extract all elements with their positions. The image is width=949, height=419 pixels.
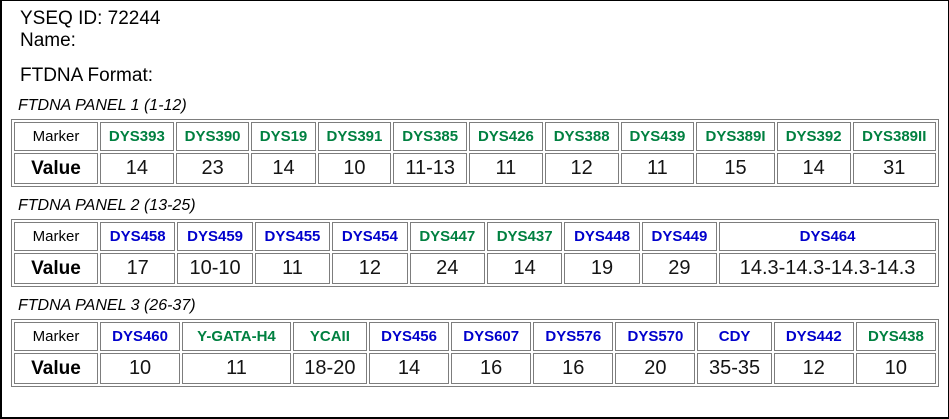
marker-name: DYS389II (852, 122, 936, 151)
marker-name: DYS393 (100, 122, 174, 151)
marker-value: 14 (100, 153, 174, 184)
panels-container: FTDNA PANEL 1 (1-12) Marker DYS393 DYS390 DY… (11, 97, 939, 387)
marker-name: CDY (697, 322, 772, 351)
marker-value: 17 (100, 253, 176, 284)
marker-table: Marker DYS460 Y-GATA-H4 YCAII DYS456 DYS607 DY… (11, 319, 939, 387)
panel-title: FTDNA PANEL 3 (26-37) (18, 297, 196, 314)
panel-title: FTDNA PANEL 2 (13-25) (18, 197, 196, 214)
marker-name: DYS607 (451, 322, 532, 351)
marker-value: 31 (852, 153, 936, 184)
marker-value: 11 (254, 253, 331, 284)
marker-name: DYS456 (368, 322, 450, 351)
marker-name: DYS570 (615, 322, 696, 351)
marker-value: 14 (368, 353, 450, 384)
marker-row-label: Marker (14, 122, 98, 151)
marker-value: 15 (696, 153, 775, 184)
marker-name: DYS388 (544, 122, 619, 151)
marker-name: DYS576 (533, 322, 614, 351)
marker-name: DYS458 (100, 222, 176, 251)
marker-value: 14 (776, 153, 851, 184)
marker-value: 11 (182, 353, 291, 384)
marker-value: 16 (451, 353, 532, 384)
marker-name: DYS392 (776, 122, 851, 151)
marker-name: DYS447 (409, 222, 485, 251)
marker-table: Marker DYS393 DYS390 DYS19 DYS391 DYS385 DYS42… (11, 119, 939, 187)
value-row-label: Value (14, 153, 98, 184)
panel-title: FTDNA PANEL 1 (1-12) (18, 97, 187, 114)
marker-name: DYS442 (773, 322, 854, 351)
marker-value: 19 (564, 253, 640, 284)
name-line: Name: (20, 30, 76, 51)
marker-name: DYS460 (100, 322, 181, 351)
yseq-id-line: YSEQ ID: 72244 (20, 8, 161, 29)
marker-name: DYS19 (251, 122, 316, 151)
marker-name: DYS454 (332, 222, 408, 251)
marker-value: 10 (317, 153, 392, 184)
marker-value: 11 (620, 153, 695, 184)
marker-name: DYS389I (696, 122, 775, 151)
marker-row-label: Marker (14, 222, 98, 251)
marker-name: DYS390 (175, 122, 250, 151)
marker-name: DYS464 (719, 222, 936, 251)
marker-value: 10 (855, 353, 936, 384)
marker-name: Y-GATA-H4 (182, 322, 291, 351)
marker-name: DYS449 (641, 222, 718, 251)
marker-value: 11-13 (393, 153, 468, 184)
marker-row-label: Marker (14, 322, 98, 351)
marker-value: 14.3-14.3-14.3-14.3 (719, 253, 936, 284)
marker-value: 10 (100, 353, 181, 384)
value-row-label: Value (14, 353, 98, 384)
value-row-label: Value (14, 253, 98, 284)
marker-value: 18-20 (292, 353, 367, 384)
marker-name: DYS385 (393, 122, 468, 151)
marker-value: 16 (533, 353, 614, 384)
marker-name: DYS426 (469, 122, 543, 151)
marker-name: DYS448 (564, 222, 640, 251)
marker-value: 12 (773, 353, 854, 384)
marker-value: 29 (641, 253, 718, 284)
marker-name: DYS459 (177, 222, 253, 251)
marker-name: DYS439 (620, 122, 695, 151)
marker-name: DYS437 (486, 222, 563, 251)
marker-name: YCAII (292, 322, 367, 351)
marker-value: 10-10 (177, 253, 253, 284)
marker-value: 12 (332, 253, 408, 284)
marker-name: DYS438 (855, 322, 936, 351)
marker-value: 14 (486, 253, 563, 284)
marker-name: DYS455 (254, 222, 331, 251)
marker-table: Marker DYS458 DYS459 DYS455 DYS454 DYS447 DYS4… (11, 219, 939, 287)
marker-value: 35-35 (697, 353, 772, 384)
marker-value: 14 (251, 153, 316, 184)
marker-value: 24 (409, 253, 485, 284)
marker-value: 12 (544, 153, 619, 184)
format-label: FTDNA Format: (20, 65, 154, 86)
marker-name: DYS391 (317, 122, 392, 151)
marker-value: 11 (469, 153, 543, 184)
marker-value: 23 (175, 153, 250, 184)
marker-value: 20 (615, 353, 696, 384)
